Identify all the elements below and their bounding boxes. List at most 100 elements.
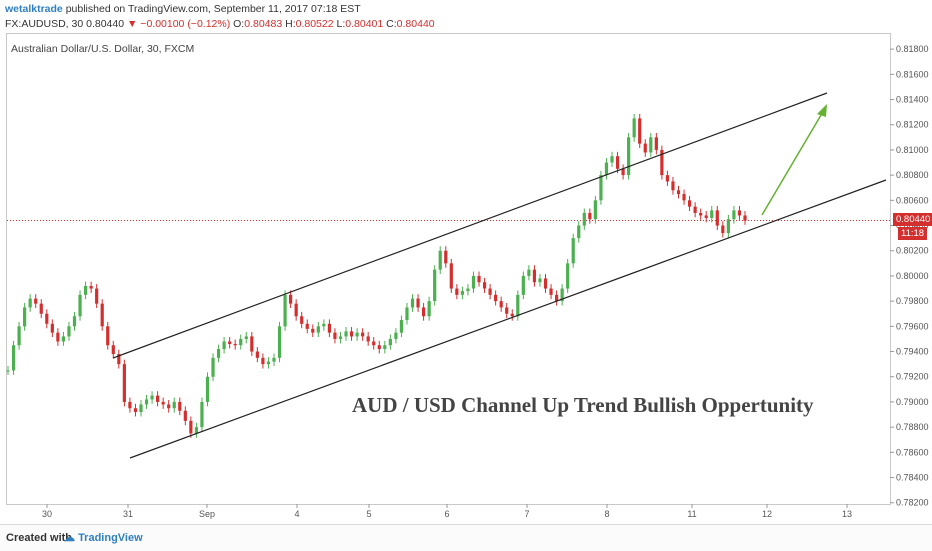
channel-lower-line [129, 179, 887, 459]
candle-body [50, 323, 54, 333]
candle-body [239, 338, 243, 346]
candle-body [422, 307, 426, 317]
candle-body [133, 408, 138, 413]
bar-countdown-tag: 11:18 [898, 227, 928, 240]
candle-body [538, 278, 542, 283]
x-tick-label: 7 [524, 509, 529, 519]
candle-body [615, 156, 620, 169]
candle-body [610, 156, 614, 163]
y-tick-label: 0.81800 [896, 44, 929, 54]
candle-body [482, 282, 487, 289]
candle-body [554, 294, 559, 302]
candle-body [28, 298, 32, 308]
candle-body [233, 343, 237, 346]
candle-body [466, 288, 470, 292]
candle-body [499, 301, 503, 308]
chart-title: Australian Dollar/U.S. Dollar, 30, FXCM [11, 43, 194, 55]
candle-body [78, 294, 82, 317]
y-axis: 0.81800 0.81600 0.81400 0.81200 0.81000 0.808… [7, 44, 929, 508]
candle-body [566, 263, 570, 289]
x-tick-label: 11 [687, 509, 696, 519]
candle-body [355, 332, 359, 337]
candle-body [516, 294, 520, 317]
candle-body [560, 288, 564, 302]
last-price: 0.80440 [86, 18, 125, 30]
candle-body [111, 345, 115, 355]
candle-body [316, 326, 320, 333]
x-tick-label: 5 [366, 509, 371, 519]
candle-body [488, 288, 492, 295]
candle-body [338, 336, 343, 339]
candle-body [128, 401, 132, 409]
high-label: H: [285, 18, 296, 30]
candle-body [726, 219, 730, 234]
candle-body [588, 212, 592, 220]
candle-body [377, 345, 381, 350]
candle-body [527, 269, 531, 276]
x-tick-label: 4 [294, 509, 299, 519]
candle-body [532, 269, 537, 283]
price-change: ▼ −0.00100 (−0.12%) [127, 18, 231, 30]
candle-body [344, 331, 348, 337]
created-with-label: Created with [6, 532, 73, 544]
candle-body [455, 288, 459, 295]
candle-body [95, 288, 99, 304]
candle-body [211, 357, 215, 377]
candle-body [277, 326, 282, 358]
candle-body [671, 181, 675, 191]
candle-body [172, 401, 176, 409]
candle-body [261, 357, 265, 365]
y-tick-label: 0.81600 [896, 69, 929, 79]
author-link[interactable]: wetalktrade [5, 3, 63, 15]
candle-body [183, 410, 187, 421]
x-tick-label: 6 [444, 509, 449, 519]
candle-body [394, 332, 398, 339]
candle-body [405, 307, 409, 321]
candle-body [621, 168, 625, 176]
open-value: 0.80483 [244, 18, 283, 30]
close-value: 0.80440 [396, 18, 435, 30]
candle-body [100, 303, 104, 327]
candle-body [366, 336, 370, 342]
candle-body [627, 137, 631, 176]
price-chart[interactable]: 0.81800 0.81600 0.81400 0.81200 0.81000 0.808… [0, 0, 932, 524]
candle-body [67, 326, 71, 337]
published-text: published on TradingView.com, September … [65, 3, 361, 15]
candle-body [427, 301, 431, 317]
candle-body [311, 328, 315, 333]
candle-body [6, 370, 10, 372]
candle-body [693, 206, 697, 213]
candle-body [710, 210, 714, 218]
candle-body [372, 341, 376, 346]
candle-body [45, 313, 49, 324]
candle-body [410, 298, 415, 308]
chart-frame[interactable] [6, 33, 891, 505]
candle-body [272, 357, 276, 362]
candle-body [205, 376, 210, 402]
candle-body [106, 326, 110, 346]
candle-body [283, 294, 287, 327]
candle-body [388, 338, 392, 346]
y-tick-label: 0.80800 [896, 170, 929, 180]
candle-body [543, 278, 548, 289]
x-tick-label: Sep [199, 509, 215, 519]
open-label: O: [233, 18, 245, 30]
candle-body [416, 298, 420, 308]
candle-body [122, 364, 126, 402]
candle-body [139, 404, 143, 413]
candle-body [200, 401, 204, 428]
y-tick-label: 0.80200 [896, 246, 929, 256]
candle-body [604, 162, 609, 176]
candle-body [294, 303, 298, 317]
symbol-label: FX:AUDUSD, 30 [5, 18, 84, 30]
candlestick-series [6, 114, 747, 438]
candle-body [250, 336, 254, 352]
x-tick-label: 30 [42, 509, 52, 519]
candle-body [521, 275, 525, 295]
tradingview-logo[interactable]: ☁ TradingView [64, 531, 143, 544]
candle-body [266, 361, 271, 365]
candle-body [687, 200, 692, 207]
candle-body [665, 175, 670, 182]
last-price-tag: 0.80440 [893, 213, 932, 226]
candle-body [654, 137, 658, 150]
